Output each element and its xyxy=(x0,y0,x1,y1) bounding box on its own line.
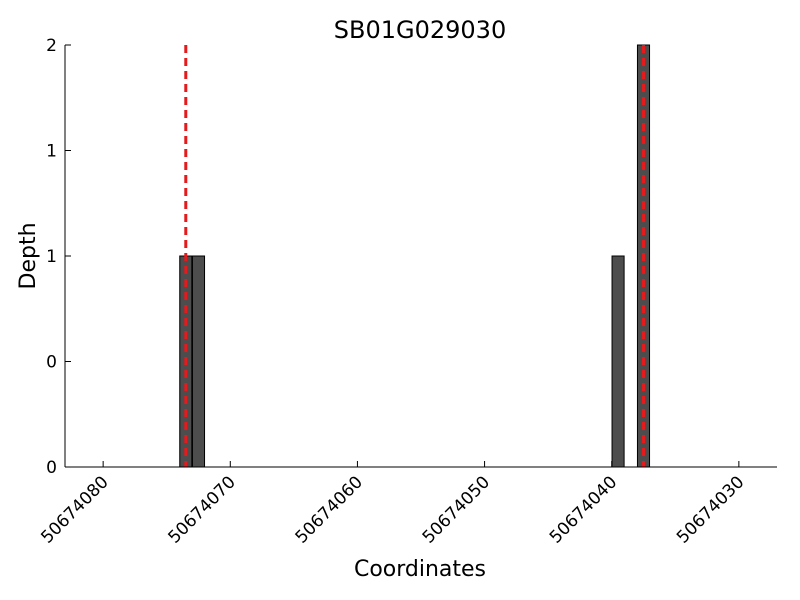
x-tick-label: 50674050 xyxy=(419,472,494,547)
x-tick-label: 50674070 xyxy=(164,472,239,547)
bar xyxy=(191,255,206,468)
x-tick-label: 50674080 xyxy=(37,472,112,547)
y-tick-label: 1 xyxy=(46,142,57,162)
y-tick-label: 0 xyxy=(46,458,57,478)
x-tick-label: 50674030 xyxy=(673,472,748,547)
x-tick-label: 50674040 xyxy=(546,472,621,547)
y-axis-label: Depth xyxy=(16,222,41,289)
x-tick-label: 50674060 xyxy=(292,472,367,547)
bar xyxy=(611,255,625,468)
y-tick-label: 1 xyxy=(46,247,57,267)
y-tick-label: 2 xyxy=(46,36,57,56)
x-axis-label: Coordinates xyxy=(354,557,486,582)
y-tick-label: 0 xyxy=(46,353,57,373)
chart-title: SB01G029030 xyxy=(334,16,506,44)
